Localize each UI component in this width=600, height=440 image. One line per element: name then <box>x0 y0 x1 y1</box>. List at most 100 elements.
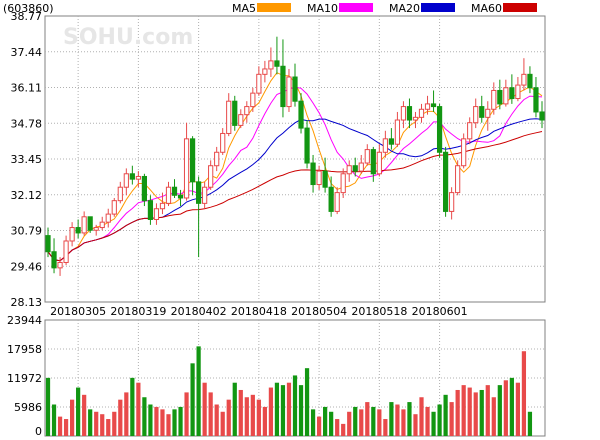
legend-swatch <box>257 3 291 12</box>
candle <box>340 168 346 198</box>
candle <box>268 47 274 78</box>
candle-body <box>352 165 358 172</box>
candle-body <box>123 173 129 188</box>
volume-bar <box>280 385 286 436</box>
candle-body <box>491 89 497 110</box>
candle <box>238 109 244 129</box>
candle-body <box>111 200 117 215</box>
volume-tick-label: 0 <box>35 425 42 438</box>
candle <box>232 95 238 131</box>
volume-bar <box>178 406 183 436</box>
candle-body <box>165 186 172 204</box>
volume-bar <box>485 385 490 436</box>
candle <box>57 257 63 276</box>
candle-body <box>177 194 184 199</box>
volume-bar <box>413 414 418 436</box>
candle <box>382 130 388 158</box>
candle-body <box>521 73 527 86</box>
volume-tick-label: 17958 <box>7 343 42 356</box>
candle <box>352 157 358 177</box>
legend-item-ma5: MA5 <box>232 2 291 15</box>
candle <box>304 120 310 169</box>
volume-bar <box>51 404 57 436</box>
candle-body <box>117 186 123 202</box>
volume-bar <box>341 423 346 436</box>
volume-bar <box>226 399 231 436</box>
candle-body <box>455 165 461 194</box>
volume-bar <box>112 411 117 436</box>
candle <box>509 74 515 104</box>
volume-bar <box>527 411 533 436</box>
candle-body <box>75 227 81 234</box>
volume-bar <box>353 406 358 436</box>
candle <box>527 66 533 94</box>
volume-bar <box>100 414 105 436</box>
candle-body <box>539 111 545 121</box>
volume-bar <box>347 411 352 436</box>
volume-bar <box>76 387 81 436</box>
candle-body <box>340 173 346 194</box>
date-tick-label: 20180504 <box>291 305 347 318</box>
volume-bar <box>431 411 436 436</box>
volume-bar <box>461 385 466 436</box>
legend-label: MA60 <box>471 2 502 15</box>
candle <box>533 77 539 118</box>
candle-body <box>171 186 178 196</box>
volume-bar <box>521 351 527 436</box>
volume-bar <box>419 397 424 436</box>
volume-tick-label: 23944 <box>7 314 42 327</box>
candle <box>394 111 401 147</box>
candle <box>123 168 129 196</box>
candle-body <box>515 84 521 100</box>
candle <box>135 171 141 188</box>
candle <box>436 103 443 158</box>
sohu-watermark-logo: SOHU.com <box>63 25 193 50</box>
candle-body <box>436 106 443 153</box>
price-tick-label: 33.45 <box>11 153 43 166</box>
candle <box>364 144 370 166</box>
candle-body <box>497 89 503 105</box>
volume-bar <box>94 411 99 436</box>
candle <box>177 189 184 207</box>
candle-body <box>424 103 431 110</box>
candle <box>515 77 521 102</box>
candle <box>99 216 105 231</box>
candle <box>51 238 57 274</box>
volume-bar <box>190 363 195 436</box>
candle-body <box>430 103 437 108</box>
legend-swatch <box>421 3 455 12</box>
volume-bar <box>250 394 255 436</box>
volume-bar <box>130 377 135 436</box>
volume-bar <box>220 411 225 436</box>
candle-body <box>129 173 135 180</box>
volume-bar <box>491 397 496 436</box>
candle-body <box>316 170 322 186</box>
candle <box>412 111 419 129</box>
candle-body <box>358 162 364 172</box>
volume-bar <box>268 387 274 436</box>
candle <box>75 219 81 239</box>
volume-bar <box>449 402 454 436</box>
volume-bar <box>515 382 520 436</box>
date-tick-label: 20180518 <box>351 305 407 318</box>
volume-bar <box>196 346 201 436</box>
candle-body <box>153 208 160 220</box>
candle-body <box>238 114 244 126</box>
volume-bar <box>335 419 340 436</box>
candle <box>93 224 99 236</box>
candle <box>418 103 425 123</box>
candle-body <box>202 186 208 204</box>
candle-body <box>298 100 304 129</box>
candle-body <box>292 76 298 102</box>
candle <box>400 101 407 129</box>
volume-bar <box>509 377 514 436</box>
candle-body <box>328 186 334 212</box>
candle-body <box>183 138 190 199</box>
candle <box>322 157 328 193</box>
volume-bar <box>106 419 111 436</box>
candle <box>244 101 250 123</box>
volume-bar <box>244 397 249 436</box>
volume-bar <box>208 392 213 436</box>
candle <box>147 195 154 225</box>
candle-body <box>196 181 202 204</box>
